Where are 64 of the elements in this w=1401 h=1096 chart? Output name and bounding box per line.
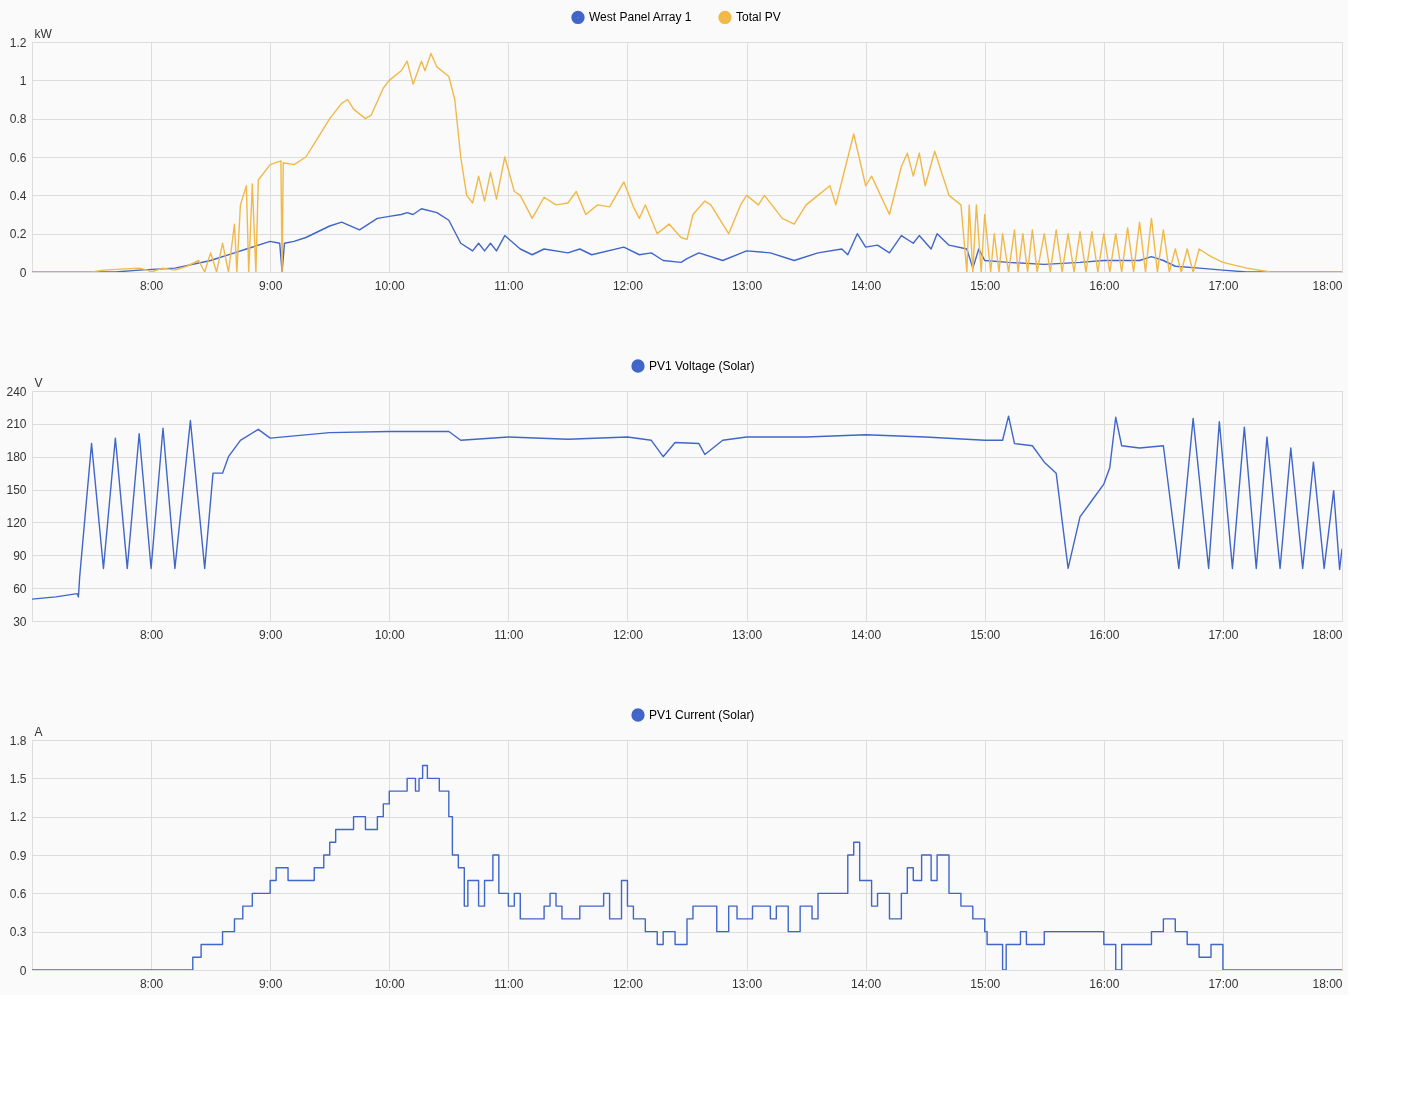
y-tick-label: 180 (6, 450, 27, 465)
y-tick-label: 0.2 (9, 227, 27, 242)
x-tick-label: 8:00 (139, 627, 164, 642)
x-tick-label: 9:00 (259, 627, 283, 642)
x-tick-label: 11:00 (494, 627, 524, 642)
legend-label: Total PV (736, 10, 781, 25)
x-tick-label: 10:00 (374, 976, 406, 991)
y-axis-title: kW (34, 26, 53, 41)
y-tick-label: 90 (13, 548, 27, 563)
x-tick-label: 13:00 (732, 627, 763, 642)
x-tick-label: 14:00 (851, 278, 882, 293)
y-tick-label: 0.3 (9, 925, 27, 940)
x-tick-label: 17:00 (1208, 278, 1239, 293)
legend-label: PV1 Voltage (Solar) (649, 359, 755, 373)
x-tick-label: 11:00 (494, 976, 524, 991)
x-tick-label: 17:00 (1208, 627, 1239, 642)
y-tick-label: 150 (6, 483, 27, 498)
x-tick-label: 12:00 (612, 627, 644, 642)
x-tick-label: 16:00 (1089, 976, 1120, 991)
line-series (32, 415, 1342, 600)
y-tick-label: 30 (13, 614, 27, 629)
y-axis-title: A (34, 724, 43, 739)
x-tick-label: 16:00 (1089, 627, 1120, 642)
line-series (32, 52, 1342, 272)
x-tick-label: 14:00 (851, 976, 882, 991)
x-tick-label: 12:00 (612, 278, 644, 293)
y-tick-label: 60 (13, 581, 27, 596)
y-tick-label: 240 (6, 384, 27, 399)
y-tick-label: 0.9 (9, 848, 27, 863)
y-tick-label: 1.2 (9, 810, 27, 825)
y-tick-label: 210 (6, 417, 27, 432)
y-tick-label: 0 (19, 963, 27, 978)
x-tick-label: 11:00 (494, 278, 524, 293)
x-tick-label: 18:00 (1312, 627, 1343, 642)
x-tick-label: 8:00 (139, 976, 164, 991)
legend-label: West Panel Array 1 (589, 10, 692, 25)
y-tick-label: 120 (6, 515, 27, 530)
x-tick-label: 12:00 (612, 976, 644, 991)
x-tick-label: 15:00 (970, 278, 1001, 293)
y-tick-label: 1 (19, 73, 27, 88)
legend-label: PV1 Current (Solar) (649, 708, 755, 722)
x-tick-label: 8:00 (139, 278, 164, 293)
y-tick-label: 1.5 (9, 771, 27, 786)
y-axis-title: V (34, 375, 43, 390)
y-tick-label: 0.4 (9, 188, 27, 203)
x-tick-label: 13:00 (732, 278, 763, 293)
y-tick-label: 0.8 (9, 112, 27, 127)
x-tick-label: 13:00 (732, 976, 763, 991)
x-tick-label: 15:00 (970, 627, 1001, 642)
y-tick-label: 0.6 (9, 150, 27, 165)
x-tick-label: 9:00 (259, 976, 283, 991)
x-tick-label: 18:00 (1312, 976, 1343, 991)
y-tick-label: 0.6 (9, 886, 27, 901)
y-tick-label: 1.8 (9, 733, 27, 748)
x-tick-label: 16:00 (1089, 278, 1120, 293)
x-tick-label: 17:00 (1208, 976, 1239, 991)
x-tick-label: 15:00 (970, 976, 1001, 991)
x-tick-label: 14:00 (851, 627, 882, 642)
x-tick-label: 10:00 (374, 278, 406, 293)
y-tick-label: 0 (19, 265, 27, 280)
x-tick-label: 9:00 (259, 278, 283, 293)
y-tick-label: 1.2 (9, 35, 27, 50)
x-tick-label: 18:00 (1312, 278, 1343, 293)
x-tick-label: 10:00 (374, 627, 406, 642)
